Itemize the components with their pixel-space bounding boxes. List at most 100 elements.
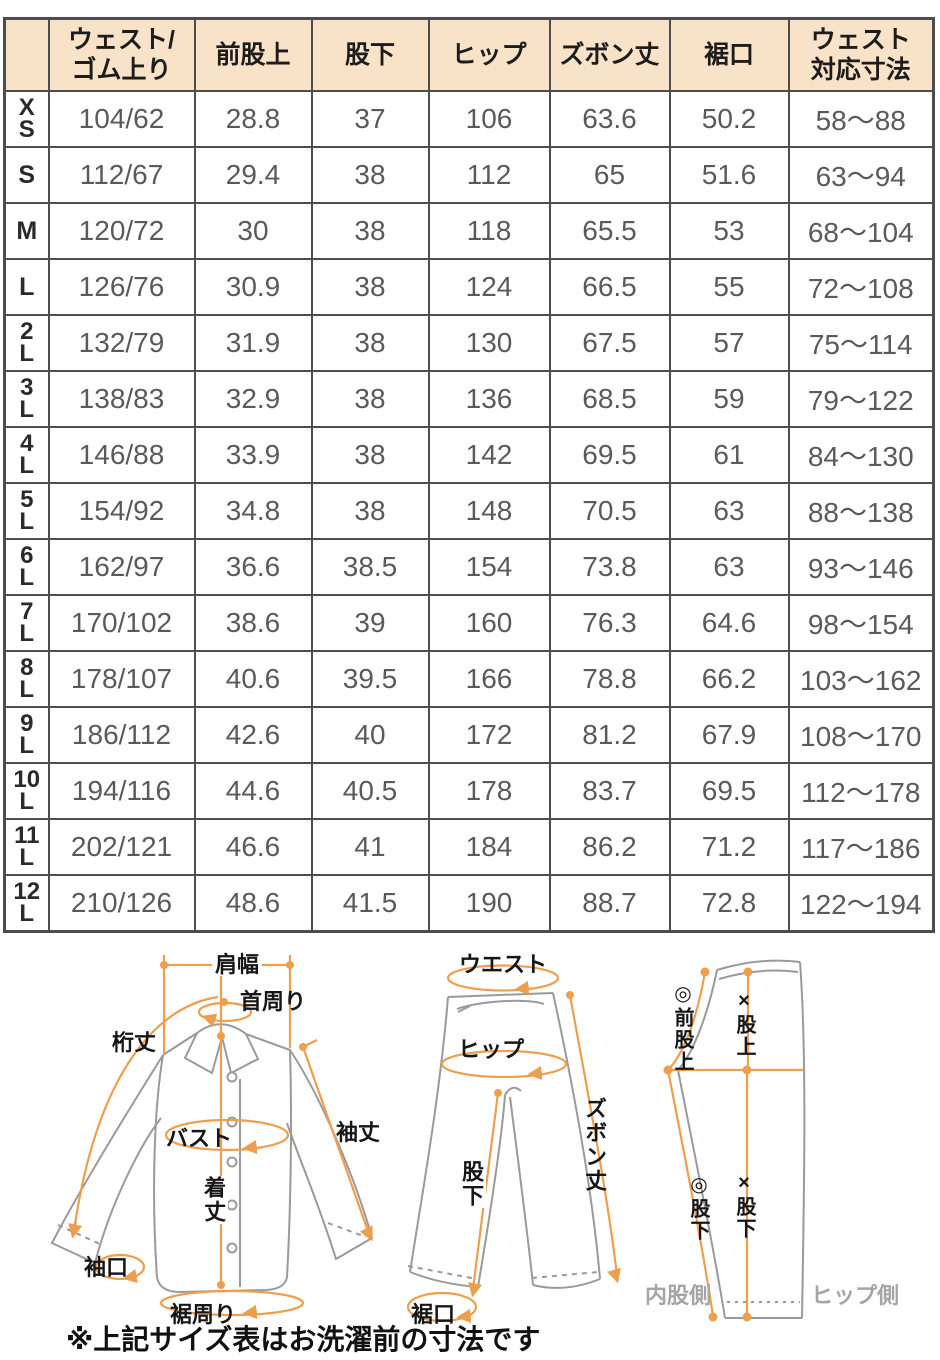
value-cell: 75〜114 [787, 314, 935, 372]
value-cell: 98〜154 [787, 594, 935, 652]
value-cell: 172 [427, 706, 551, 764]
value-cell: 93〜146 [787, 538, 935, 596]
value-cell: 84〜130 [787, 426, 935, 484]
value-cell: 166 [427, 650, 551, 708]
value-cell: 38 [310, 370, 430, 428]
table-row: 4 L 146/88 33.9 38 142 69.5 61 84〜130 [3, 426, 935, 484]
value-cell: 61 [668, 426, 790, 484]
value-cell: 32.9 [193, 370, 313, 428]
value-cell: 33.9 [193, 426, 313, 484]
value-cell: 146/88 [47, 426, 196, 484]
value-cell: 170/102 [47, 594, 196, 652]
pants-side-front-rise-label: ◎前股上 [671, 981, 693, 1073]
pants-side-outline [677, 959, 806, 1319]
table-row: 7 L 170/102 38.6 39 160 76.3 64.6 98〜154 [3, 594, 935, 652]
measurement-diagrams-svg [50, 955, 806, 1324]
value-cell: 59 [668, 370, 790, 428]
value-cell: 38 [310, 314, 430, 372]
value-cell: 38.5 [310, 538, 430, 596]
value-cell: 83.7 [548, 762, 671, 820]
pants-front-waist-label: ウエスト [459, 952, 548, 977]
value-cell: 117〜186 [787, 818, 935, 876]
pants-side-measure-lines [666, 971, 803, 1317]
pants-front-inseam-label: 股下 [457, 1160, 487, 1208]
pants-side-rise-label: ×股上 [733, 990, 755, 1058]
value-cell: 65 [548, 146, 671, 204]
value-cell: 112〜178 [787, 762, 935, 820]
pants-front-measure-dots [494, 991, 574, 1097]
header-cell: 前股上 [193, 17, 313, 92]
value-cell: 138/83 [47, 370, 196, 428]
value-cell: 50.2 [668, 90, 790, 148]
value-cell: 112 [427, 146, 551, 204]
value-cell: 178/107 [47, 650, 196, 708]
value-cell: 72〜108 [787, 258, 935, 316]
value-cell: 103〜162 [787, 650, 935, 708]
value-cell: 132/79 [47, 314, 196, 372]
pants-side-hip-side-label: ヒップ側 [811, 1283, 900, 1308]
shirt-yuki-length-label: 桁丈 [112, 1030, 157, 1055]
value-cell: 148 [427, 482, 551, 540]
table-row: 9 L 186/112 42.6 40 172 81.2 67.9 108〜170 [3, 706, 935, 764]
value-cell: 38 [310, 426, 430, 484]
value-cell: 44.6 [193, 762, 313, 820]
value-cell: 154 [427, 538, 551, 596]
value-cell: 30 [193, 202, 313, 260]
table-row: 6 L 162/97 36.6 38.5 154 73.8 63 93〜146 [3, 538, 935, 596]
pants-side-measure-dots [663, 967, 753, 1322]
size-table-body: X S 104/62 28.8 37 106 63.6 50.2 58〜88 S 112/67 29.… [3, 90, 935, 933]
value-cell: 41.5 [310, 874, 430, 933]
value-cell: 67.9 [668, 706, 790, 764]
value-cell: 57 [668, 314, 790, 372]
table-row: L 126/76 30.9 38 124 66.5 55 72〜108 [3, 258, 935, 316]
table-row: 10 L 194/116 44.6 40.5 178 83.7 69.5 112〜178 [3, 762, 935, 820]
pants-side-inner-side-label: 内股側 [645, 1283, 712, 1308]
shirt-neck-girth-label: 首周り [240, 989, 307, 1014]
value-cell: 68〜104 [787, 202, 935, 260]
value-cell: 70.5 [548, 482, 671, 540]
pants-side-inseam-inner-label: ◎股下 [687, 1172, 709, 1242]
value-cell: 41 [310, 818, 430, 876]
value-cell: 51.6 [668, 146, 790, 204]
value-cell: 190 [427, 874, 551, 933]
value-cell: 88〜138 [787, 482, 935, 540]
shirt-measure-dots [160, 961, 307, 1289]
value-cell: 118 [427, 202, 551, 260]
value-cell: 122〜194 [787, 874, 935, 933]
value-cell: 194/116 [47, 762, 196, 820]
shirt-cuff-opening-label: 袖口 [84, 1255, 129, 1280]
value-cell: 38 [310, 202, 430, 260]
header-cell: 股下 [310, 17, 430, 92]
table-row: 3 L 138/83 32.9 38 136 68.5 59 79〜122 [3, 370, 935, 428]
value-cell: 48.6 [193, 874, 313, 933]
value-cell: 38 [310, 146, 430, 204]
pants-side-inseam-hip-label: ×股下 [733, 1172, 755, 1240]
value-cell: 184 [427, 818, 551, 876]
pre-wash-footnote: ※上記サイズ表はお洗濯前の寸法です [66, 1324, 541, 1355]
shirt-body-length-label: 着丈 [199, 1176, 229, 1224]
value-cell: 73.8 [548, 538, 671, 596]
value-cell: 130 [427, 314, 551, 372]
value-cell: 126/76 [47, 258, 196, 316]
value-cell: 40.6 [193, 650, 313, 708]
value-cell: 55 [668, 258, 790, 316]
shirt-sleeve-length-label: 袖丈 [336, 1120, 381, 1145]
size-cell: 11 L [3, 818, 50, 876]
value-cell: 39 [310, 594, 430, 652]
value-cell: 68.5 [548, 370, 671, 428]
value-cell: 124 [427, 258, 551, 316]
value-cell: 67.5 [548, 314, 671, 372]
value-cell: 40.5 [310, 762, 430, 820]
value-cell: 88.7 [548, 874, 671, 933]
value-cell: 186/112 [47, 706, 196, 764]
size-table-head: ウェスト/ ゴム上り 前股上 股下 ヒップ ズボン丈 裾口 ウェスト 対応寸法 [3, 17, 935, 92]
value-cell: 72.8 [668, 874, 790, 933]
value-cell: 37 [310, 90, 430, 148]
shirt-shoulder-width-label: 肩幅 [212, 953, 263, 976]
value-cell: 120/72 [47, 202, 196, 260]
value-cell: 63 [668, 538, 790, 596]
value-cell: 53 [668, 202, 790, 260]
